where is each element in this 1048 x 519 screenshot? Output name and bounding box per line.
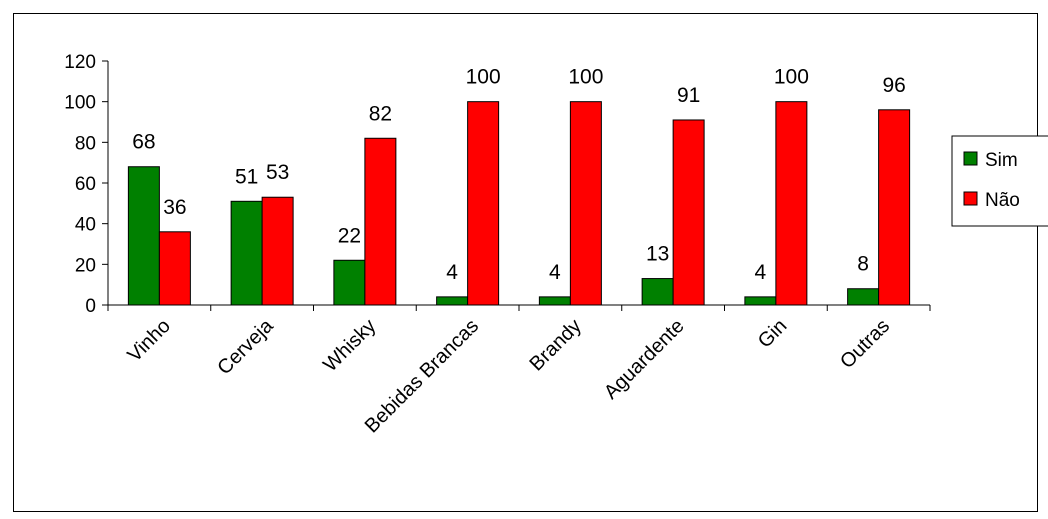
y-tick-label: 80: [75, 133, 96, 154]
data-label-nao: 100: [466, 66, 501, 89]
y-tick-label: 0: [85, 296, 96, 317]
data-label-nao: 82: [369, 102, 392, 125]
legend: Sim Não: [951, 135, 1048, 227]
bar-sim: [333, 259, 366, 306]
data-label-sim: 51: [235, 165, 258, 188]
y-tick-label: 60: [75, 174, 96, 195]
bar-nao: [261, 196, 294, 306]
bar-sim: [436, 296, 469, 306]
bar-sim: [744, 296, 777, 306]
data-label-sim: 13: [646, 243, 669, 266]
data-label-nao: 36: [163, 196, 186, 219]
bar-nao: [775, 101, 808, 306]
bar-nao: [158, 231, 191, 306]
x-category-label: Vinho: [123, 315, 174, 366]
bar-nao: [878, 109, 911, 306]
x-category-label: Aguardente: [600, 315, 689, 404]
legend-box: [951, 135, 1048, 227]
bar-nao: [364, 137, 397, 306]
data-label-nao: 100: [774, 66, 809, 89]
y-tick-label: 100: [64, 93, 96, 114]
bars: [127, 101, 911, 306]
bar-sim: [847, 288, 880, 306]
bar-sim: [538, 296, 571, 306]
x-category-label: Brandy: [526, 315, 586, 375]
y-tick-label: 40: [75, 215, 96, 236]
x-category-label: Gin: [754, 315, 792, 353]
legend-label-sim: Sim: [985, 150, 1018, 171]
y-tick-label: 120: [64, 52, 96, 73]
legend-label-nao: Não: [985, 190, 1020, 211]
bar-sim: [127, 166, 160, 306]
data-label-sim: 68: [132, 131, 155, 154]
x-category-label: Outras: [836, 315, 894, 373]
bar-sim: [230, 200, 263, 306]
data-label-sim: 4: [446, 261, 458, 284]
bar-nao: [467, 101, 500, 306]
data-labels: 68 51 22 4 4 13 4 8 36 53 82 100 100 91 100 96: [132, 66, 906, 284]
data-label-nao: 53: [266, 161, 289, 184]
x-category-label: Whisky: [319, 315, 380, 376]
bar-sim: [641, 278, 674, 306]
x-category-label: Cerveja: [213, 314, 278, 379]
y-tick-label: 20: [75, 255, 96, 276]
data-label-sim: 22: [338, 224, 361, 247]
data-label-sim: 4: [755, 261, 767, 284]
legend-swatch-nao: [963, 191, 978, 206]
data-label-sim: 8: [857, 253, 869, 276]
data-label-sim: 4: [549, 261, 561, 284]
legend-swatch-sim: [963, 151, 978, 166]
data-label-nao: 96: [882, 74, 905, 97]
x-category-label: Bebidas Brancas: [361, 315, 483, 437]
data-label-nao: 91: [677, 84, 700, 107]
bar-nao: [672, 119, 705, 306]
data-label-nao: 100: [568, 66, 603, 89]
bar-nao: [569, 101, 602, 306]
